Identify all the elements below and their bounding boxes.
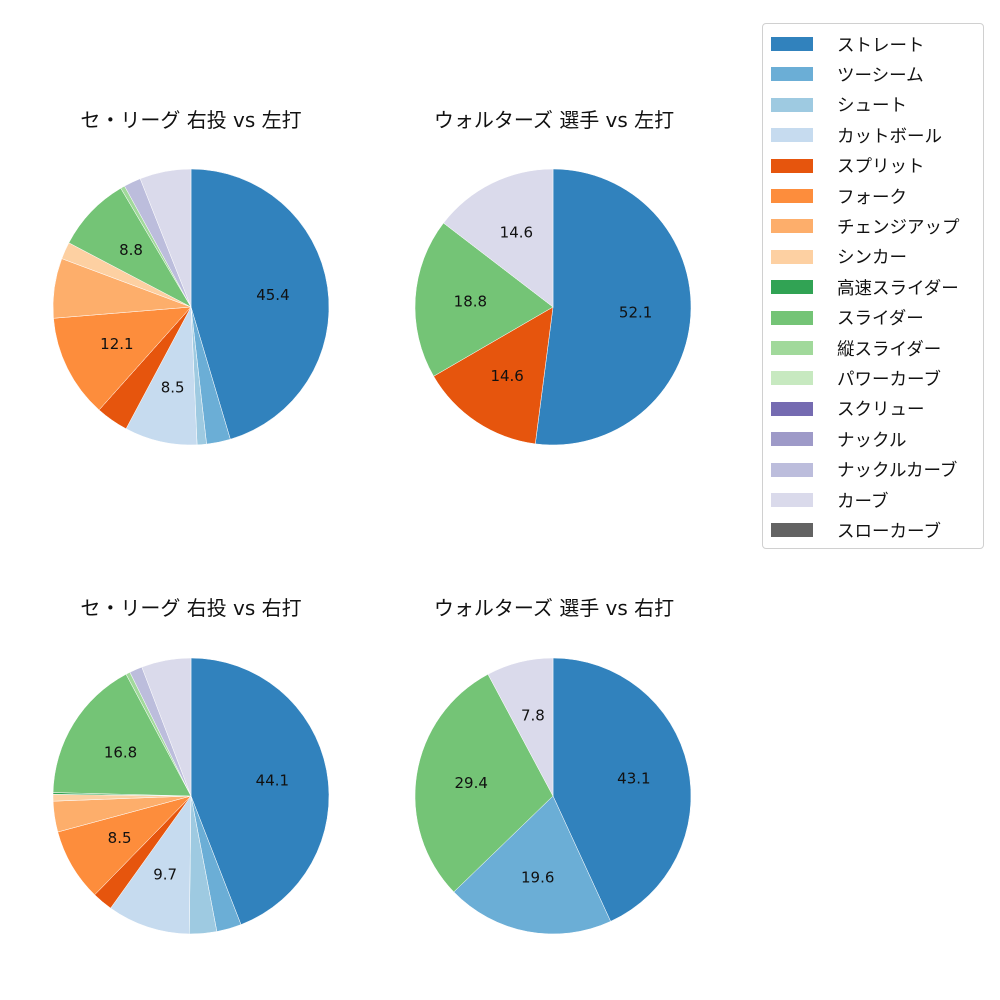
legend-swatch xyxy=(771,158,813,173)
legend-label: チェンジアップ xyxy=(837,217,960,238)
legend-swatch xyxy=(771,37,813,51)
slice-value-label: 14.6 xyxy=(490,367,523,385)
legend-item: カーブ xyxy=(771,490,889,512)
legend: ストレートツーシームシュートカットボール スプリットフォークチェンジアップ シンカー… xyxy=(762,23,984,549)
slice-value-label: 7.8 xyxy=(521,707,545,725)
chart-title-walters-vs-left: ウォルターズ 選手 vs 左打 xyxy=(433,108,675,132)
pie-slice xyxy=(453,795,611,935)
slice-value-label: 52.1 xyxy=(619,303,652,321)
slice-value-label: 8.5 xyxy=(108,829,132,847)
legend-item: ナックルカーブ xyxy=(771,460,958,482)
pie-slice xyxy=(414,222,554,377)
pie-slice xyxy=(414,673,554,893)
slice-value-label: 43.1 xyxy=(617,769,650,787)
legend-label: シンカー xyxy=(837,248,907,269)
pie-slice xyxy=(487,657,554,797)
legend-item: スライダー xyxy=(771,308,924,330)
legend-label: スクリュー xyxy=(837,400,925,421)
legend-swatch xyxy=(771,462,813,477)
pie-slice xyxy=(139,168,192,308)
legend-label: ナックルカーブ xyxy=(837,461,958,482)
pie-slice xyxy=(190,657,330,925)
legend-label: スローカーブ xyxy=(837,521,941,542)
slice-value-label: 29.4 xyxy=(454,774,487,792)
legend-label: シュート xyxy=(837,96,907,117)
chart-title-league-vs-right: セ・リーグ 右投 vs 右打 xyxy=(80,596,302,620)
pie-slice xyxy=(552,657,692,922)
pie-slice xyxy=(190,168,330,440)
pie-slice xyxy=(52,673,192,797)
legend-swatch xyxy=(771,341,813,355)
legend-label: ストレート xyxy=(837,35,925,56)
legend-label: ツーシーム xyxy=(837,65,924,86)
legend-item: ツーシーム xyxy=(771,64,924,86)
legend-swatch xyxy=(771,523,813,538)
slice-value-label: 8.5 xyxy=(161,379,185,397)
pie-slice xyxy=(141,657,192,797)
legend-swatch xyxy=(771,67,813,82)
legend-label: 縦スライダー xyxy=(837,339,942,360)
legend-item: シュート xyxy=(771,95,907,117)
legend-item: パワーカーブ xyxy=(771,368,941,390)
legend-swatch xyxy=(771,219,813,234)
legend-item: ナックル xyxy=(771,429,907,451)
legend-label: ナックル xyxy=(837,430,907,451)
slice-value-label: 14.6 xyxy=(500,224,533,242)
legend-swatch xyxy=(771,310,813,325)
pie-slice xyxy=(433,306,554,445)
slice-value-label: 19.6 xyxy=(521,868,554,886)
slice-value-label: 12.1 xyxy=(100,335,133,353)
legend-item: フォーク xyxy=(771,186,907,208)
pie-slice xyxy=(53,306,192,411)
legend-item: 縦スライダー xyxy=(771,338,942,360)
legend-item: スプリット xyxy=(771,156,925,178)
legend-label: スプリット xyxy=(837,157,925,178)
legend-swatch xyxy=(771,97,813,112)
legend-item: スローカーブ xyxy=(771,520,941,542)
legend-swatch xyxy=(771,249,813,264)
chart-title-walters-vs-right: ウォルターズ 選手 vs 右打 xyxy=(433,596,675,620)
slice-value-label: 44.1 xyxy=(256,772,289,790)
legend-swatch xyxy=(771,280,813,295)
pie-slice xyxy=(443,168,554,308)
legend-label: スライダー xyxy=(837,309,924,330)
legend-item: 高速スライダー xyxy=(771,277,959,299)
legend-swatch xyxy=(771,371,813,386)
legend-swatch xyxy=(771,493,813,507)
slice-value-label: 8.8 xyxy=(119,241,143,259)
legend-label: カーブ xyxy=(837,491,889,512)
pie-slice xyxy=(535,168,692,446)
legend-item: チェンジアップ xyxy=(771,216,960,238)
legend-swatch xyxy=(771,432,813,447)
legend-label: 高速スライダー xyxy=(837,278,959,299)
legend-item: シンカー xyxy=(771,247,907,269)
legend-item: カットボール xyxy=(771,125,942,147)
legend-item: スクリュー xyxy=(771,399,925,421)
legend-swatch xyxy=(771,128,813,143)
legend-item: ストレート xyxy=(771,34,925,56)
pie-slice xyxy=(110,795,192,935)
slice-value-label: 9.7 xyxy=(153,866,177,884)
chart-title-league-vs-left: セ・リーグ 右投 vs 左打 xyxy=(80,108,302,132)
legend-swatch xyxy=(771,189,813,203)
legend-swatch xyxy=(771,401,813,416)
legend-label: フォーク xyxy=(837,187,907,208)
legend-label: パワーカーブ xyxy=(837,369,941,390)
slice-value-label: 45.4 xyxy=(256,286,289,304)
legend-label: カットボール xyxy=(837,126,942,147)
slice-value-label: 16.8 xyxy=(104,744,137,762)
slice-value-label: 18.8 xyxy=(454,293,487,311)
